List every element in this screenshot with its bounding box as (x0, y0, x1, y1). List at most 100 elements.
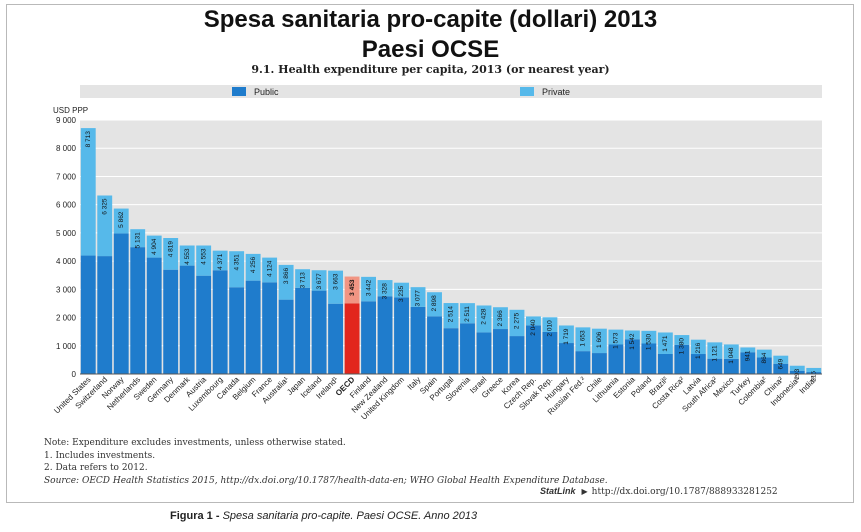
data-label: 1 216 (695, 342, 702, 359)
data-label: 4 553 (200, 248, 207, 265)
bar-public (146, 257, 162, 374)
bar-private (591, 328, 607, 354)
bar-private (443, 303, 459, 329)
data-label: 1 121 (712, 345, 719, 362)
data-label: 1 048 (728, 347, 735, 364)
bar-private (624, 330, 640, 340)
bar-public (427, 316, 442, 374)
statlink-url[interactable]: http://dx.doi.org/10.1787/888933281252 (591, 487, 778, 497)
bar-public (229, 287, 245, 374)
bar-private (674, 335, 690, 345)
chart-title-line2: Paesi OCSE (361, 36, 500, 63)
legend-band (80, 85, 822, 98)
y-tick-label: 1 000 (56, 342, 77, 351)
data-label: 3 235 (398, 285, 405, 302)
bar-public (641, 343, 657, 374)
bar-public (509, 336, 525, 374)
data-label: 4 124 (266, 260, 273, 277)
bar-private (657, 332, 673, 354)
data-label: 4 256 (250, 257, 257, 274)
bar-public (377, 296, 393, 374)
figure-caption: Figura 1 - Spesa sanitaria pro-capite. P… (170, 510, 477, 522)
bar-private (245, 253, 261, 281)
bar-public (789, 370, 805, 374)
data-label: 2 366 (497, 310, 504, 327)
bar-public (657, 353, 673, 374)
bar-private (509, 309, 525, 337)
bar-private (146, 235, 162, 258)
bar-private (723, 344, 739, 359)
bar-public (97, 256, 113, 374)
data-label: 3 442 (365, 279, 372, 296)
bar-private (690, 339, 706, 355)
statlink[interactable]: StatLink ▶ http://dx.doi.org/10.1787/88893… (540, 486, 778, 497)
data-label: 5 131 (134, 232, 141, 249)
bar-private (377, 280, 393, 297)
legend-swatch-private (520, 87, 534, 96)
statlink-arrow-icon: ▶ (581, 487, 588, 496)
legend-label-public: Public (254, 87, 279, 97)
bar-public (196, 275, 212, 374)
data-label: 3 663 (332, 273, 339, 290)
data-label: 3 453 (349, 279, 356, 296)
bar-private (295, 269, 311, 288)
bar-public (674, 344, 690, 374)
y-tick-label: 8 000 (56, 144, 77, 153)
bar-private (262, 257, 278, 283)
data-label: 649 (777, 358, 784, 369)
bar-public (179, 265, 195, 374)
data-label: 2 514 (448, 306, 455, 323)
legend-label-private: Private (542, 87, 570, 97)
bar-private (97, 195, 113, 257)
bar-private (460, 303, 475, 324)
data-label: 1 542 (629, 333, 636, 350)
bar-private (163, 237, 179, 270)
data-label: 1 530 (646, 333, 653, 350)
bar-public (575, 351, 591, 374)
bar-private (806, 367, 822, 373)
data-label: 3 077 (415, 290, 422, 307)
bar-private (196, 245, 212, 276)
bar-private (212, 250, 228, 271)
data-label: 3 713 (299, 272, 306, 289)
data-label: 1 606 (596, 331, 603, 348)
data-label: 3 328 (382, 283, 389, 300)
bar-public (295, 287, 311, 374)
bar-public (328, 303, 344, 374)
note-text: Note: Expenditure excludes investments, … (44, 438, 346, 448)
data-label: 1 380 (679, 338, 686, 355)
bar-private (740, 347, 756, 353)
bar-public (740, 352, 756, 374)
data-label: 2 275 (514, 312, 521, 329)
bar-private (575, 327, 591, 352)
bar-public (163, 269, 179, 374)
bar-private (80, 128, 96, 256)
footnote-1: 1. Includes investments. (44, 450, 156, 461)
bar-private (756, 349, 772, 358)
bar-public (690, 354, 706, 374)
bar-public (212, 270, 228, 374)
data-label: 2 428 (481, 308, 488, 325)
data-label: 2 898 (431, 295, 438, 312)
bar-private (394, 282, 409, 298)
data-label: 864 (761, 352, 768, 363)
y-tick-label: 6 000 (56, 201, 77, 210)
bar-public (476, 332, 492, 374)
data-label: 1 471 (662, 335, 669, 352)
bar-public (344, 303, 360, 374)
chart-subtitle: 9.1. Health expenditure per capita, 2013… (251, 63, 610, 76)
bar-private (641, 330, 657, 344)
data-label: 2 010 (547, 320, 554, 337)
bar-private (773, 355, 789, 364)
bar-private (707, 342, 723, 359)
data-label: 941 (745, 350, 752, 361)
bar-public (113, 233, 129, 374)
data-label: 4 553 (184, 248, 191, 265)
bar-public (723, 358, 739, 374)
bar-private (789, 365, 805, 371)
bar-public (608, 344, 624, 374)
bar-public (707, 358, 723, 374)
data-label: 4 819 (167, 241, 174, 258)
bar-public (773, 363, 789, 374)
bar-public (526, 325, 541, 374)
